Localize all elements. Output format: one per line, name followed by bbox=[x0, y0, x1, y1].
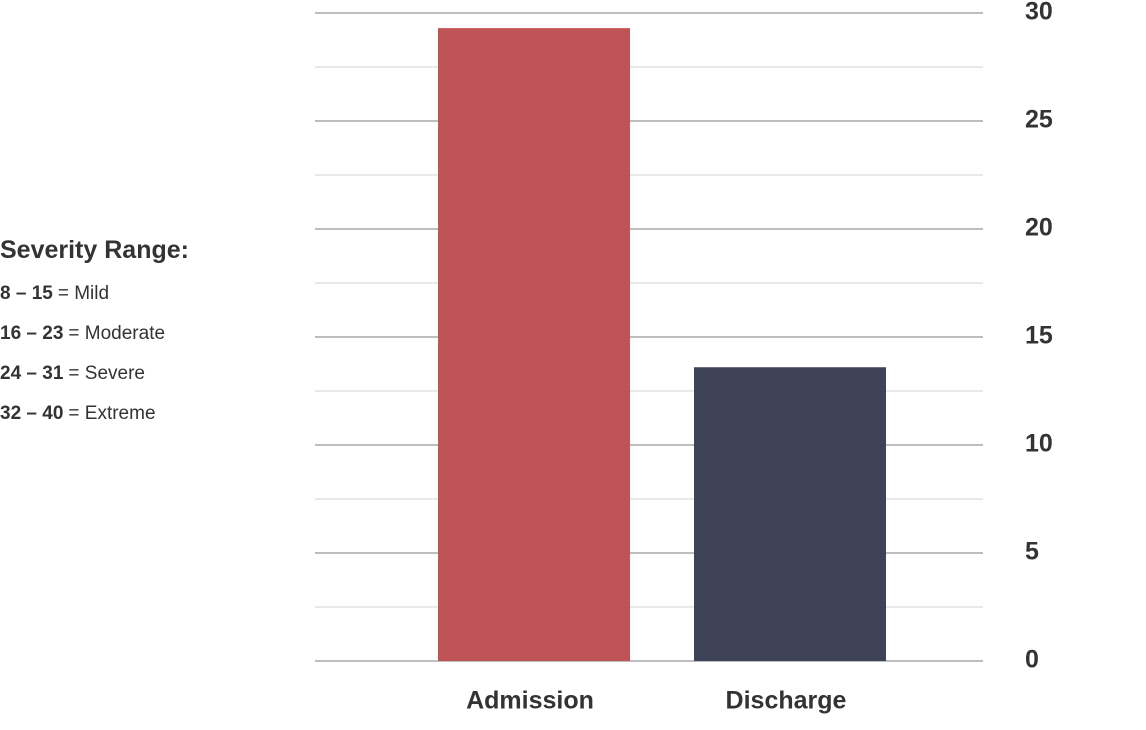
y-tick-label: 25 bbox=[1025, 106, 1053, 134]
severity-label: = Severe bbox=[68, 363, 145, 384]
bar bbox=[694, 367, 886, 661]
legend-items: 8 – 15 = Mild 16 – 23 = Moderate 24 – 31 = Se… bbox=[0, 283, 189, 443]
severity-label: = Moderate bbox=[68, 323, 166, 344]
severity-range: 8 – 15 bbox=[0, 283, 53, 304]
severity-range: 32 – 40 bbox=[0, 403, 64, 424]
y-tick-label: 5 bbox=[1025, 538, 1039, 566]
x-tick-label: Discharge bbox=[726, 687, 847, 715]
legend-item: 32 – 40 = Extreme bbox=[0, 403, 189, 443]
severity-range: 16 – 23 bbox=[0, 323, 64, 344]
severity-range: 24 – 31 bbox=[0, 363, 64, 384]
severity-label: = Extreme bbox=[68, 403, 156, 424]
y-tick-label: 0 bbox=[1025, 646, 1039, 674]
legend-item: 8 – 15 = Mild bbox=[0, 283, 189, 323]
y-tick-label: 30 bbox=[1025, 0, 1053, 26]
severity-legend: Severity Range: 8 – 15 = Mild 16 – 23 = Mod… bbox=[0, 236, 189, 443]
y-tick-label: 15 bbox=[1025, 322, 1053, 350]
x-tick-label: Admission bbox=[466, 687, 594, 715]
y-tick-label: 20 bbox=[1025, 214, 1053, 242]
legend-item: 24 – 31 = Severe bbox=[0, 363, 189, 403]
severity-label: = Mild bbox=[57, 283, 110, 304]
y-tick-label: 10 bbox=[1025, 430, 1053, 458]
legend-item: 16 – 23 = Moderate bbox=[0, 323, 189, 363]
legend-title: Severity Range: bbox=[0, 236, 189, 264]
bar bbox=[438, 28, 630, 662]
